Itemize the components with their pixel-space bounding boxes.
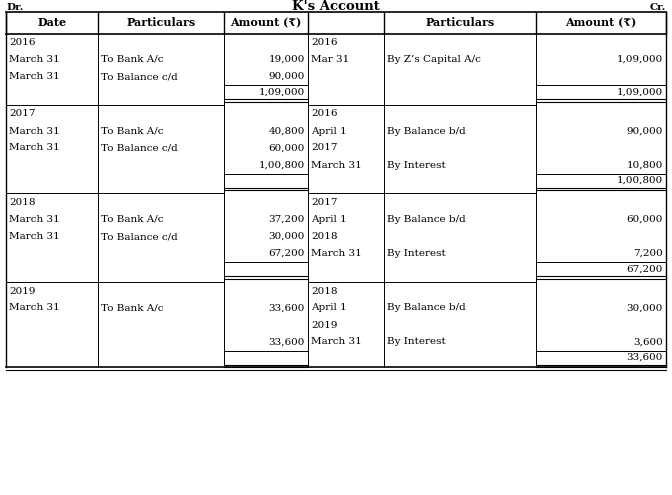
Text: 60,000: 60,000 — [269, 144, 305, 152]
Text: 30,000: 30,000 — [269, 232, 305, 241]
Text: By Balance b/d: By Balance b/d — [387, 215, 466, 224]
Text: By Balance b/d: By Balance b/d — [387, 303, 466, 312]
Text: To Bank A/c: To Bank A/c — [101, 55, 163, 64]
Text: 60,000: 60,000 — [626, 215, 663, 224]
Text: 2018: 2018 — [311, 232, 337, 241]
Text: March 31: March 31 — [9, 215, 60, 224]
Text: Date: Date — [38, 17, 67, 29]
Text: 2016: 2016 — [311, 109, 337, 118]
Text: April 1: April 1 — [311, 303, 347, 312]
Text: March 31: March 31 — [311, 249, 362, 258]
Text: 1,09,000: 1,09,000 — [617, 55, 663, 64]
Text: March 31: March 31 — [9, 127, 60, 136]
Text: Particulars: Particulars — [425, 17, 495, 29]
Text: Amount (₹): Amount (₹) — [565, 17, 636, 29]
Text: March 31: March 31 — [9, 232, 60, 241]
Text: 19,000: 19,000 — [269, 55, 305, 64]
Text: To Bank A/c: To Bank A/c — [101, 303, 163, 312]
Text: March 31: March 31 — [311, 160, 362, 169]
Text: 30,000: 30,000 — [626, 303, 663, 312]
Text: By Interest: By Interest — [387, 249, 446, 258]
Text: To Balance c/d: To Balance c/d — [101, 232, 178, 241]
Text: 1,09,000: 1,09,000 — [617, 88, 663, 97]
Text: By Interest: By Interest — [387, 338, 446, 346]
Text: 2016: 2016 — [311, 38, 337, 47]
Text: 2018: 2018 — [9, 198, 36, 207]
Text: By Balance b/d: By Balance b/d — [387, 127, 466, 136]
Text: March 31: March 31 — [9, 72, 60, 81]
Text: 2016: 2016 — [9, 38, 36, 47]
Text: Mar 31: Mar 31 — [311, 55, 349, 64]
Text: 1,00,800: 1,00,800 — [617, 176, 663, 185]
Text: 33,600: 33,600 — [269, 338, 305, 346]
Text: 67,200: 67,200 — [626, 264, 663, 274]
Text: 37,200: 37,200 — [269, 215, 305, 224]
Text: 7,200: 7,200 — [633, 249, 663, 258]
Text: 2019: 2019 — [9, 287, 36, 296]
Text: Amount (₹): Amount (₹) — [230, 17, 302, 29]
Text: Particulars: Particulars — [126, 17, 196, 29]
Text: 1,00,800: 1,00,800 — [259, 160, 305, 169]
Text: 2018: 2018 — [311, 287, 337, 296]
Text: By Interest: By Interest — [387, 160, 446, 169]
Text: 2019: 2019 — [311, 320, 337, 330]
Text: 33,600: 33,600 — [269, 303, 305, 312]
Text: 67,200: 67,200 — [269, 249, 305, 258]
Text: March 31: March 31 — [311, 338, 362, 346]
Text: By Z’s Capital A/c: By Z’s Capital A/c — [387, 55, 481, 64]
Text: 33,600: 33,600 — [626, 353, 663, 362]
Text: Cr.: Cr. — [650, 2, 666, 11]
Text: Dr.: Dr. — [6, 2, 24, 11]
Text: 90,000: 90,000 — [269, 72, 305, 81]
Text: 40,800: 40,800 — [269, 127, 305, 136]
Text: 10,800: 10,800 — [626, 160, 663, 169]
Text: April 1: April 1 — [311, 215, 347, 224]
Text: To Bank A/c: To Bank A/c — [101, 215, 163, 224]
Text: 2017: 2017 — [311, 144, 337, 152]
Text: To Balance c/d: To Balance c/d — [101, 144, 178, 152]
Text: 90,000: 90,000 — [626, 127, 663, 136]
Text: March 31: March 31 — [9, 303, 60, 312]
Text: 1,09,000: 1,09,000 — [259, 88, 305, 97]
Text: To Bank A/c: To Bank A/c — [101, 127, 163, 136]
Text: April 1: April 1 — [311, 127, 347, 136]
Text: 2017: 2017 — [9, 109, 36, 118]
Text: March 31: March 31 — [9, 144, 60, 152]
Text: To Balance c/d: To Balance c/d — [101, 72, 178, 81]
Text: 2017: 2017 — [311, 198, 337, 207]
Text: March 31: March 31 — [9, 55, 60, 64]
Text: K's Account: K's Account — [292, 0, 380, 13]
Text: 3,600: 3,600 — [633, 338, 663, 346]
